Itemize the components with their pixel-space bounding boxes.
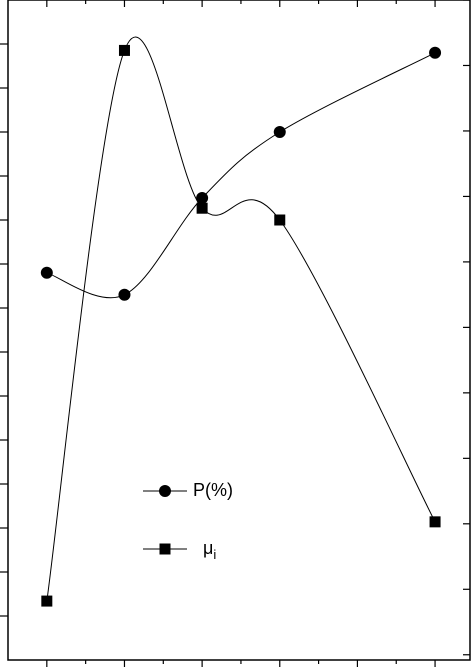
data-point: [118, 288, 131, 301]
data-point: [274, 214, 286, 226]
plot-frame: [7, 0, 471, 661]
legend-label: μi: [203, 538, 216, 563]
legend-marker: [159, 543, 171, 555]
data-point: [196, 202, 208, 214]
data-point: [40, 266, 53, 279]
series-line: [46, 52, 436, 299]
data-point: [273, 126, 286, 138]
data-point: [41, 595, 53, 607]
data-point: [429, 516, 441, 528]
legend-marker: [159, 485, 171, 497]
data-point: [118, 44, 130, 56]
data-point: [429, 46, 442, 59]
series-line: [46, 36, 436, 602]
legend-label: P(%): [193, 480, 233, 500]
data-point: [196, 192, 209, 204]
